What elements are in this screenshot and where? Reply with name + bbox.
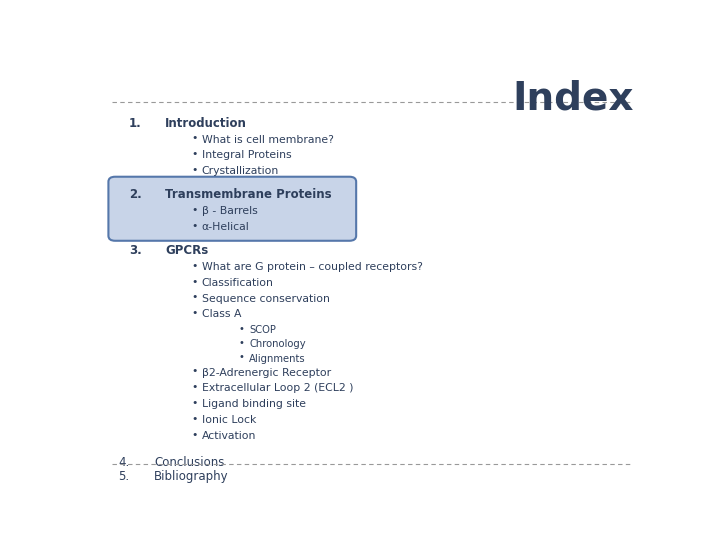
- Text: Crystallization: Crystallization: [202, 166, 279, 176]
- Text: •: •: [192, 382, 198, 392]
- Text: •: •: [192, 165, 198, 175]
- Text: •: •: [239, 324, 245, 334]
- Text: •: •: [192, 133, 198, 144]
- Text: •: •: [239, 352, 245, 362]
- Text: •: •: [192, 398, 198, 408]
- Text: Ionic Lock: Ionic Lock: [202, 415, 256, 425]
- Text: What are G protein – coupled receptors?: What are G protein – coupled receptors?: [202, 262, 423, 272]
- Text: •: •: [192, 221, 198, 231]
- Text: Sequence conservation: Sequence conservation: [202, 294, 330, 303]
- Text: •: •: [192, 276, 198, 287]
- Text: Class A: Class A: [202, 309, 241, 320]
- Text: Classification: Classification: [202, 278, 274, 288]
- Text: 3.: 3.: [129, 244, 142, 257]
- Text: What is cell membrane?: What is cell membrane?: [202, 134, 333, 145]
- Text: Extracellular Loop 2 (ECL2 ): Extracellular Loop 2 (ECL2 ): [202, 383, 353, 394]
- Text: β2-Adrenergic Receptor: β2-Adrenergic Receptor: [202, 368, 330, 377]
- Text: Activation: Activation: [202, 431, 256, 441]
- Text: Ligand binding site: Ligand binding site: [202, 399, 305, 409]
- Text: •: •: [192, 261, 198, 271]
- Text: •: •: [192, 367, 198, 376]
- Text: •: •: [192, 430, 198, 440]
- Text: Alignments: Alignments: [249, 354, 306, 363]
- Text: 2.: 2.: [129, 188, 142, 201]
- Text: Index: Index: [513, 79, 634, 117]
- Text: α-Helical: α-Helical: [202, 222, 249, 232]
- Text: SCOP: SCOP: [249, 325, 276, 335]
- Text: Chronology: Chronology: [249, 340, 306, 349]
- Text: 1.: 1.: [129, 117, 142, 130]
- Text: Conclusions: Conclusions: [154, 456, 225, 469]
- Text: Transmembrane Proteins: Transmembrane Proteins: [166, 188, 332, 201]
- Text: 4.: 4.: [118, 456, 129, 469]
- Text: •: •: [192, 414, 198, 424]
- Text: •: •: [239, 338, 245, 348]
- Text: GPCRs: GPCRs: [166, 244, 209, 257]
- Text: •: •: [192, 205, 198, 215]
- Text: Introduction: Introduction: [166, 117, 247, 130]
- Text: •: •: [192, 292, 198, 302]
- Text: •: •: [192, 149, 198, 159]
- Text: Integral Proteins: Integral Proteins: [202, 151, 291, 160]
- FancyBboxPatch shape: [109, 177, 356, 241]
- Text: 5.: 5.: [118, 470, 129, 483]
- Text: Bibliography: Bibliography: [154, 470, 229, 483]
- Text: β - Barrels: β - Barrels: [202, 206, 257, 216]
- Text: •: •: [192, 308, 198, 318]
